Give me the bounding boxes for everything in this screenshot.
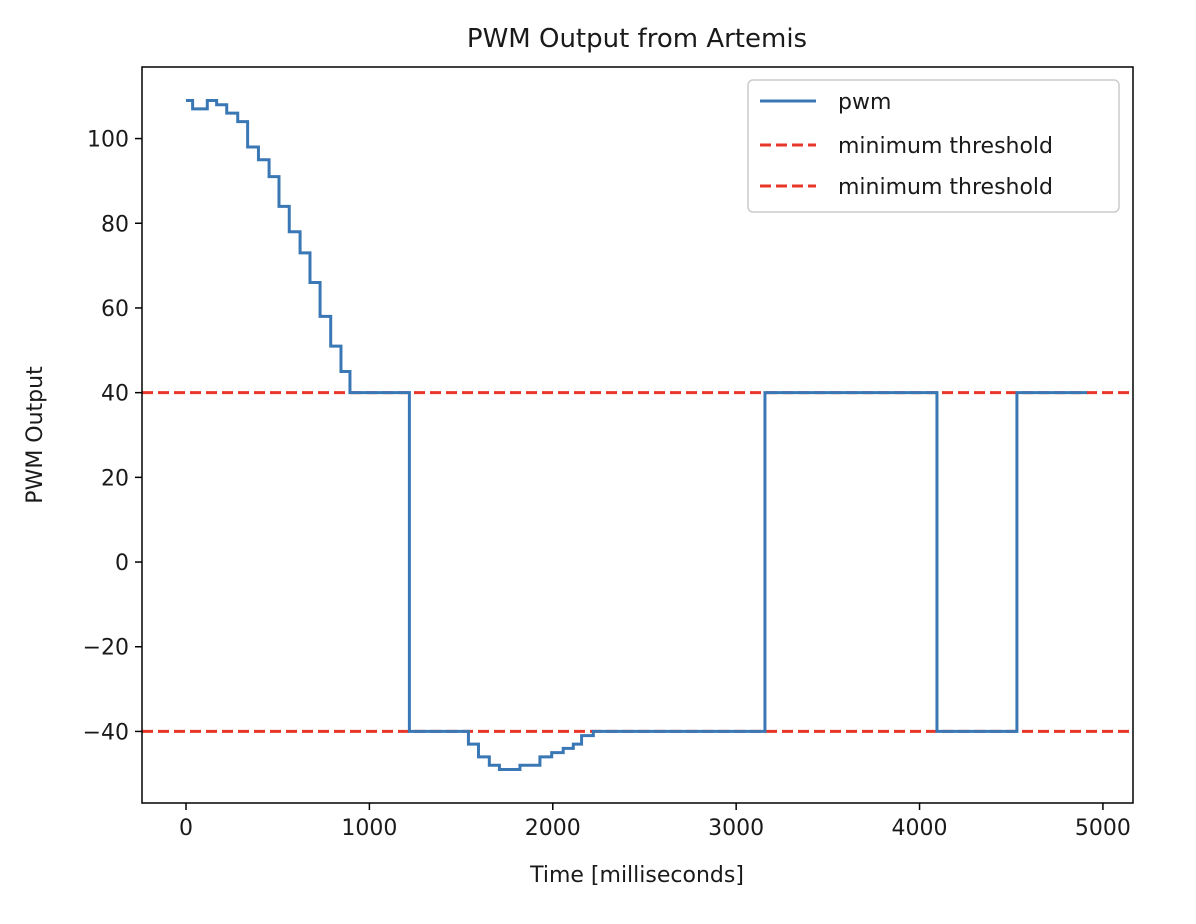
x-axis-label: Time [milliseconds] xyxy=(529,863,744,888)
x-tick-label: 2000 xyxy=(525,816,581,841)
legend: pwm minimum threshold minimum threshold xyxy=(747,79,1120,213)
y-tick-label: −40 xyxy=(83,720,129,745)
y-tick-label: 0 xyxy=(115,551,129,576)
x-axis: 0 1000 2000 3000 4000 5000 xyxy=(179,803,1131,841)
y-tick-label: 60 xyxy=(101,297,129,322)
y-tick-label: 40 xyxy=(101,382,129,407)
pwm-line xyxy=(186,98,1087,772)
x-tick-label: 0 xyxy=(179,816,193,841)
y-tick-label: −20 xyxy=(83,636,129,661)
chart-title: PWM Output from Artemis xyxy=(467,24,807,54)
y-axis-label: PWM Output xyxy=(23,366,48,504)
legend-label-threshold-upper: minimum threshold xyxy=(838,134,1053,159)
legend-label-threshold-lower: minimum threshold xyxy=(838,175,1053,200)
y-tick-label: 100 xyxy=(87,128,129,153)
plot-area xyxy=(142,98,1133,772)
y-axis: −40 −20 0 20 40 60 80 100 xyxy=(83,128,142,745)
x-tick-label: 5000 xyxy=(1075,816,1131,841)
legend-box xyxy=(747,79,1120,213)
x-tick-label: 3000 xyxy=(708,816,764,841)
x-tick-label: 1000 xyxy=(341,816,397,841)
y-tick-label: 20 xyxy=(101,466,129,491)
y-tick-label: 80 xyxy=(101,212,129,237)
axes-frame xyxy=(141,66,1134,804)
x-tick-label: 4000 xyxy=(892,816,948,841)
legend-label-pwm: pwm xyxy=(838,90,891,115)
